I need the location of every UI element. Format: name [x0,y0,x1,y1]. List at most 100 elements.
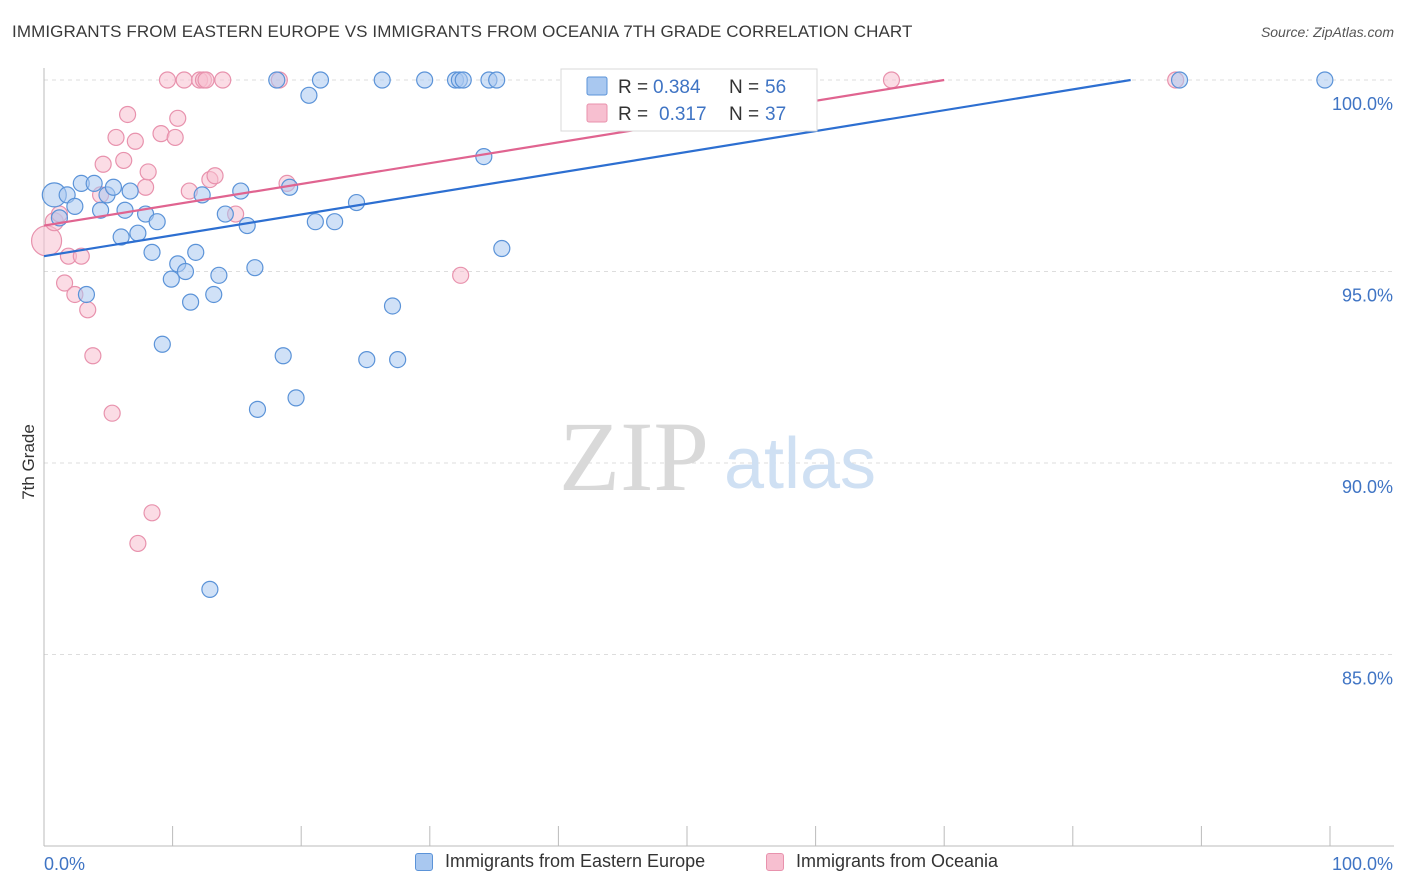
watermark: ZIP atlas [559,401,876,512]
point-oceania [126,132,144,150]
point-eastern-europe [389,350,407,369]
stats-blue-n-value: 56 [765,77,786,98]
stats-pink-swatch [586,103,608,123]
point-eastern-europe [77,285,96,304]
y-tick-label: 90.0% [1342,477,1393,497]
point-oceania [136,178,155,196]
point-oceania [103,404,121,422]
watermark-zip: ZIP [559,401,709,512]
point-oceania [166,128,184,147]
point-oceania [118,105,137,124]
y-tick-label: 100.0% [1332,94,1393,114]
point-eastern-europe [176,262,195,281]
point-oceania [107,128,125,147]
point-eastern-europe [306,213,324,231]
legend-item-eastern-europe[interactable]: Immigrants from Eastern Europe [415,851,705,872]
point-oceania [115,151,133,170]
point-eastern-europe [182,293,200,311]
y-tick-label: 95.0% [1342,286,1393,306]
point-oceania [55,274,74,292]
point-eastern-europe [300,86,318,104]
x-tick-labels: 0.0% 100.0% [44,854,1393,874]
point-eastern-europe [311,71,330,89]
point-eastern-europe [148,213,166,231]
legend-label-oceania: Immigrants from Oceania [796,851,999,871]
point-eastern-europe [383,297,402,315]
point-eastern-europe [121,182,139,200]
point-eastern-europe [112,228,130,246]
point-eastern-europe [91,201,110,219]
point-oceania [882,71,901,89]
stats-blue-r-label: R = [618,77,648,98]
point-eastern-europe [129,224,147,242]
point-eastern-europe [153,335,171,353]
point-eastern-europe [143,243,161,261]
point-oceania [72,247,90,265]
series-eastern-europe-points [41,71,1334,598]
legend-item-oceania[interactable]: Immigrants from Oceania [766,851,998,872]
point-eastern-europe [238,216,256,235]
point-oceania [143,504,161,522]
point-eastern-europe [248,400,267,418]
legend-pink-swatch [766,852,784,871]
legend-blue-swatch [415,852,433,871]
point-eastern-europe [116,201,134,219]
point-eastern-europe [488,71,506,89]
point-eastern-europe [1170,71,1189,89]
point-eastern-europe [326,213,344,231]
stats-blue-r-value: 0.384 [653,77,701,98]
point-eastern-europe [232,182,250,200]
point-eastern-europe [454,71,472,89]
point-eastern-europe [85,174,103,193]
point-eastern-europe [210,266,228,284]
stats-pink-n-label: N = [729,104,759,125]
legend-label-eastern-europe: Immigrants from Eastern Europe [445,851,706,871]
point-eastern-europe [287,389,305,407]
point-oceania [158,71,177,89]
y-tick-labels: 85.0% 90.0% 95.0% 100.0% [1332,94,1393,689]
y-axis-label: 7th Grade [19,424,38,500]
point-oceania [206,167,224,185]
point-oceania [197,71,215,89]
point-eastern-europe [347,193,366,212]
point-eastern-europe [201,580,219,598]
point-eastern-europe [358,350,376,369]
point-eastern-europe [66,197,84,215]
point-eastern-europe [216,205,234,223]
chart-title: IMMIGRANTS FROM EASTERN EUROPE VS IMMIGR… [12,22,913,41]
stats-pink-n-value: 37 [765,104,786,125]
gridlines [44,79,1394,655]
x-tick-label-min: 0.0% [44,854,85,874]
stats-blue-swatch [586,76,608,96]
stats-box: R = 0.384 N = 56 R = 0.317 N = 37 [560,68,818,132]
point-eastern-europe [246,259,264,277]
point-oceania [94,155,112,173]
point-eastern-europe [162,270,180,288]
point-oceania [84,347,102,365]
stats-blue-n-label: N = [729,77,759,98]
point-eastern-europe [1316,71,1334,89]
point-eastern-europe [274,347,292,365]
point-eastern-europe [205,285,223,304]
watermark-atlas: atlas [724,424,876,504]
point-eastern-europe [187,243,205,261]
point-oceania [214,71,232,89]
point-oceania [139,163,157,181]
point-eastern-europe [268,71,286,89]
source-label: Source: ZipAtlas.com [1260,24,1394,40]
point-oceania [169,109,187,127]
point-oceania [129,534,147,553]
point-oceania [452,266,470,284]
y-tick-label: 85.0% [1342,669,1393,689]
stats-pink-r-value: 0.317 [659,104,707,125]
point-oceania [79,301,97,319]
point-eastern-europe [373,71,391,89]
point-eastern-europe [475,148,493,166]
trend-line-eastern-europe [43,78,1131,258]
stats-pink-r-label: R = [618,104,648,125]
x-tick-label-max: 100.0% [1332,854,1393,874]
point-oceania [175,71,193,89]
point-eastern-europe [416,71,434,89]
point-oceania [152,125,170,143]
